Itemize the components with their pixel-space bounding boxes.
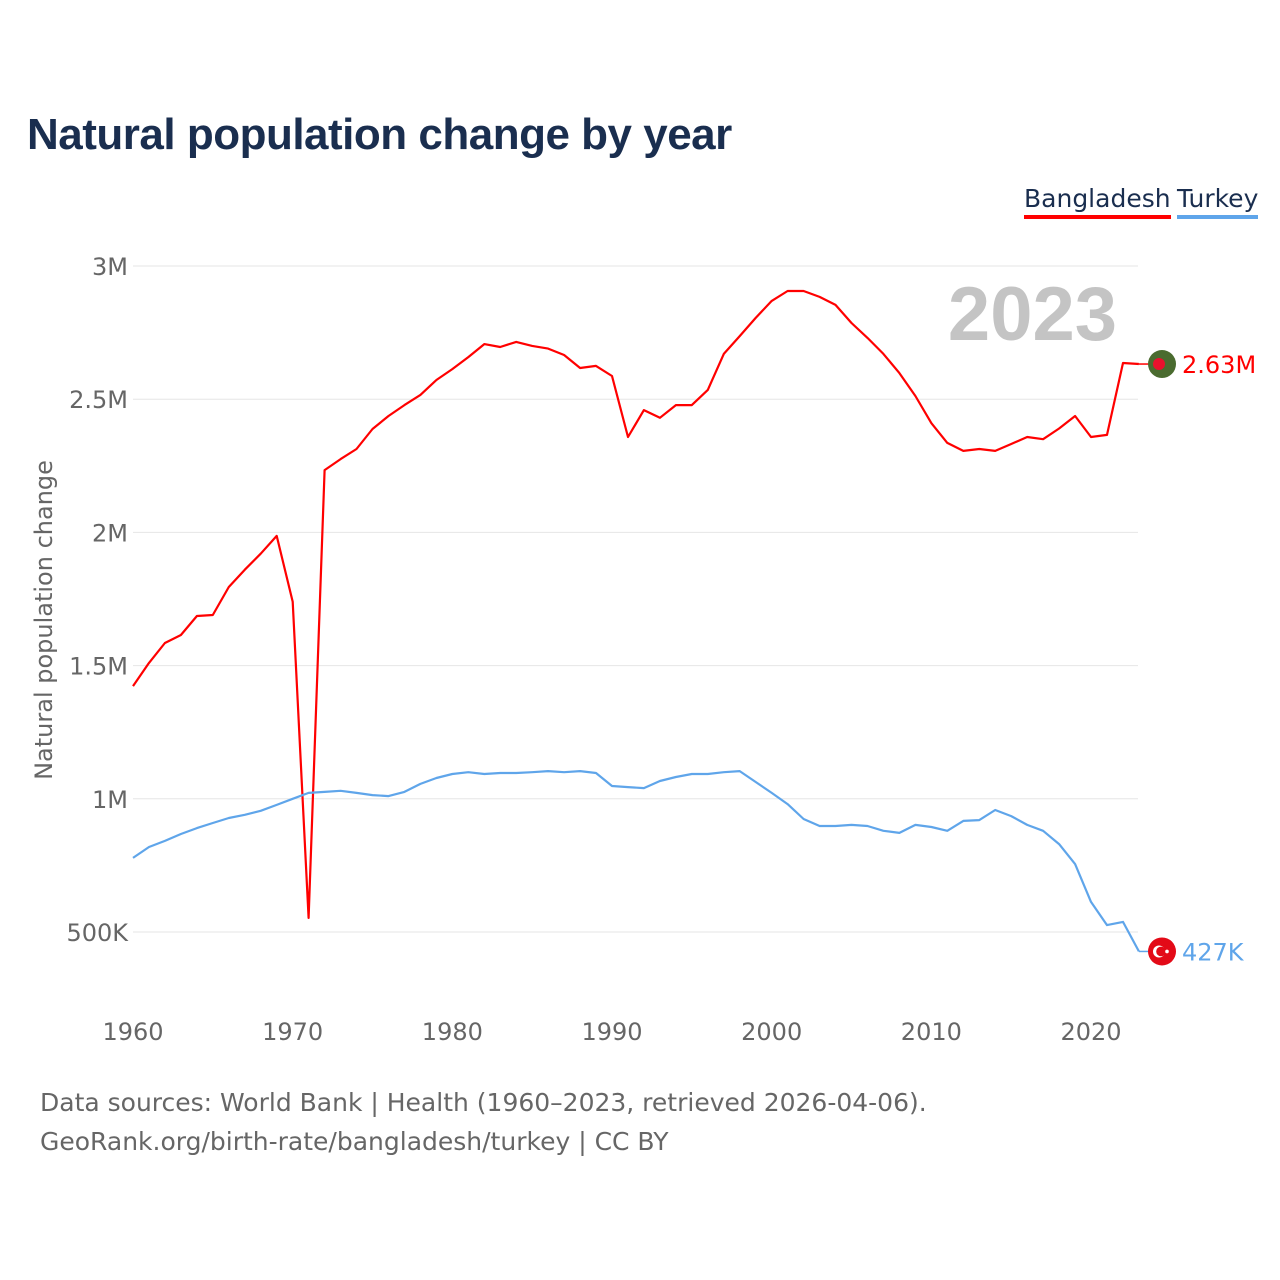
year-watermark: 2023 — [948, 272, 1117, 357]
x-tick-label: 2020 — [1060, 1018, 1121, 1046]
y-axis-label: Natural population change — [30, 460, 58, 780]
x-tick-label: 2010 — [901, 1018, 962, 1046]
end-value-label: 427K — [1182, 938, 1245, 966]
x-tick-label: 1990 — [581, 1018, 642, 1046]
legend-turkey[interactable]: Turkey — [1177, 184, 1259, 219]
y-tick-label: 1M — [92, 786, 128, 814]
chart-title: Natural population change by year — [27, 110, 732, 159]
y-tick-label: 500K — [66, 919, 129, 947]
y-tick-label: 2M — [92, 519, 128, 547]
x-tick-label: 1980 — [422, 1018, 483, 1046]
y-tick-label: 2.5M — [69, 386, 128, 414]
x-tick-label: 1960 — [102, 1018, 163, 1046]
y-tick-label: 3M — [92, 253, 128, 281]
series-line-turkey — [132, 769, 1140, 952]
x-tick-label: 1970 — [262, 1018, 323, 1046]
x-tick-label: 2000 — [741, 1018, 802, 1046]
legend-bangladesh[interactable]: Bangladesh — [1024, 184, 1171, 219]
footer-link[interactable]: GeoRank.org/birth-rate/bangladesh/turkey… — [40, 1127, 669, 1156]
turkey-crescent-inner — [1156, 946, 1166, 957]
turkey-star — [1165, 949, 1169, 954]
end-value-label: 2.63M — [1182, 351, 1256, 379]
footer-sources: Data sources: World Bank | Health (1960–… — [40, 1088, 927, 1117]
series-line-bangladesh — [132, 289, 1139, 920]
y-tick-label: 1.5M — [69, 653, 128, 681]
bangladesh-flag-disc — [1153, 358, 1165, 371]
